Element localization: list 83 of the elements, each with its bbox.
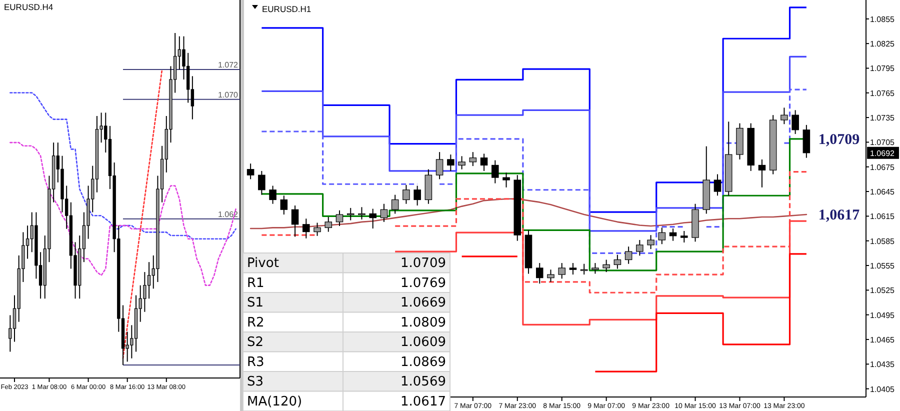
candlestick [458,156,466,170]
annotation: S3 [247,374,264,390]
candlestick [346,207,354,221]
annotation: R2 [247,315,264,330]
candlestick [246,163,254,180]
candlestick [402,184,410,204]
annotation: 1.0609 [400,335,446,350]
annotation: 1.072 [218,60,239,70]
y-tick-label: 1.0525 [870,286,896,296]
candlestick [680,230,688,243]
y-tick-label: 1.0585 [870,236,896,246]
annotation: 1.0769 [400,276,446,291]
candlestick [358,206,366,220]
candlestick [536,262,544,284]
candlestick [324,216,332,232]
candlestick [314,222,321,236]
data-label: 1,0709 [818,132,860,148]
candlestick [369,208,376,229]
candlestick [647,234,654,250]
candlestick [480,153,488,172]
annotation: S1 [247,296,264,310]
candlestick [502,172,510,188]
candlestick [391,194,399,214]
annotation: 1.0669 [400,296,446,310]
candlestick [792,110,799,134]
candlestick [592,262,599,274]
y-tick-label: 1.0692 [870,148,896,158]
candlestick [258,170,266,196]
annotation: MA(120) [247,394,302,410]
y-tick-label: 1.0765 [870,88,896,98]
candlestick [447,154,454,172]
annotation: R1 [247,276,264,291]
annotation: 1.062 [218,210,239,219]
candlestick [280,195,288,216]
annotation: 1.0809 [400,315,446,330]
candlestick [636,240,644,256]
y-tick-label: 1.0405 [870,384,896,394]
annotation: 1.0569 [400,374,446,390]
candlestick [658,227,666,245]
y-tick-label: 1.0615 [870,212,896,222]
candlestick [291,204,299,238]
candlestick [547,269,554,282]
annotation: S2 [247,335,264,350]
annotation: 1.070 [218,90,239,100]
candlestick [802,124,810,158]
annotation: 1.0709 [400,256,446,271]
y-tick-label: 1.0825 [870,40,896,49]
y-tick-label: 1.0435 [870,360,896,370]
annotation: R3 [247,354,264,370]
candlestick [414,185,421,206]
candlestick [380,203,388,222]
data-label: 1,0617 [818,208,860,224]
candlestick [624,246,632,264]
chart-title: EURUSD.H4 [4,2,54,12]
y-tick-label: 1.0735 [870,114,896,123]
candlestick [492,160,499,184]
candlestick [186,52,190,104]
annotation: Pivot [247,256,279,271]
y-tick-label: 1.0495 [870,310,896,320]
candlestick [269,185,276,204]
y-tick-label: 1.0675 [870,162,896,172]
candlestick [614,254,622,270]
y-tick-label: 1.0795 [870,64,896,74]
y-tick-label: 1.0705 [870,138,896,148]
candlestick [302,218,310,239]
candlestick [469,152,477,167]
y-tick-label: 1.0645 [870,188,896,197]
text: EURUSD.H1 [262,4,312,14]
candlestick [714,174,722,196]
y-tick-label: 1.0555 [870,261,896,270]
y-tick-label: 1.0465 [870,335,896,344]
candlestick [436,152,444,180]
candlestick [780,107,788,125]
annotation: 1.0617 [400,394,446,410]
candlestick [558,262,566,280]
candlestick [758,158,766,188]
candlestick [569,262,577,276]
y-tick-label: 1.0855 [870,14,896,24]
candlestick [336,210,344,227]
candlestick [147,262,151,300]
candlestick [580,263,588,276]
candlestick [602,259,610,273]
annotation: 1.0869 [400,354,446,370]
